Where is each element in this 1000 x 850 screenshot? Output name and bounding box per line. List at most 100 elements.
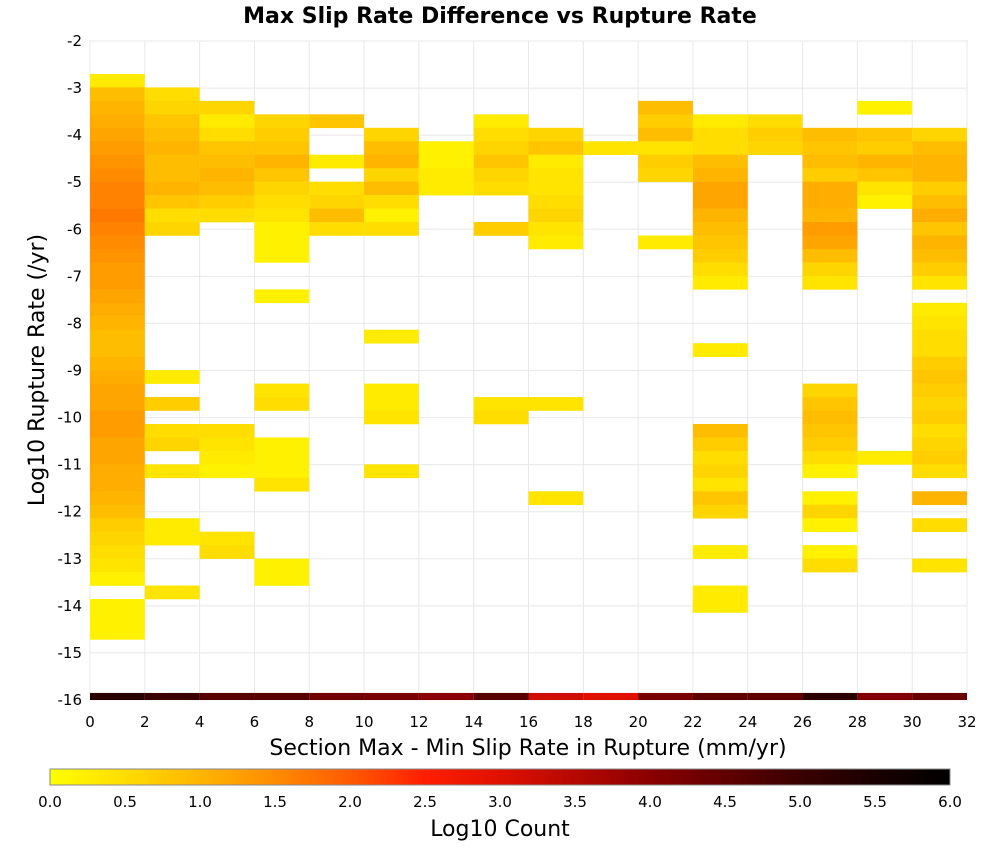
- y-tick-label: -15: [58, 644, 83, 662]
- x-tick-label: 22: [683, 713, 702, 731]
- heatmap-cell: [90, 397, 145, 411]
- heatmap-cell: [90, 195, 145, 209]
- y-axis-label: Log10 Rupture Rate (/yr): [25, 234, 50, 506]
- heatmap-cell: [912, 275, 967, 290]
- x-tick-label: 30: [903, 713, 922, 731]
- heatmap-cell: [692, 450, 748, 465]
- heatmap-cell: [473, 127, 529, 142]
- heatmap-cell: [802, 491, 858, 506]
- heatmap-cell: [912, 248, 967, 263]
- heatmap-cell: [144, 531, 200, 546]
- colorbar-label: Log10 Count: [430, 817, 570, 842]
- heatmap-cell: [802, 397, 858, 411]
- heatmap-cell: [747, 141, 803, 156]
- bottom-row-cell: [857, 692, 913, 700]
- heatmap-cell: [90, 558, 145, 573]
- heatmap-cell: [912, 343, 967, 357]
- heatmap-cell: [802, 262, 858, 277]
- heatmap-cell: [144, 127, 200, 142]
- heatmap-cell: [418, 181, 474, 196]
- heatmap-cell: [90, 343, 145, 357]
- bottom-row-cell: [364, 692, 419, 700]
- heatmap-cell: [90, 450, 145, 465]
- heatmap-cell: [912, 181, 967, 196]
- heatmap-cell: [528, 154, 584, 169]
- heatmap-cell: [90, 73, 145, 88]
- heatmap-cell: [254, 572, 310, 586]
- heatmap-cell: [364, 222, 419, 236]
- heatmap-cell: [857, 127, 913, 142]
- heatmap-cell: [199, 545, 255, 559]
- heatmap-cell: [692, 504, 748, 519]
- x-tick-label: 28: [848, 713, 867, 731]
- bottom-row-cell: [583, 692, 639, 700]
- heatmap-cell: [418, 141, 474, 156]
- heatmap-cell: [638, 235, 693, 250]
- colorbar-tick-label: 1.0: [188, 793, 212, 811]
- heatmap-cell: [144, 585, 200, 600]
- heatmap-cell: [254, 450, 310, 465]
- x-tick-label: 2: [140, 713, 150, 731]
- heatmap-cell: [90, 316, 145, 331]
- x-tick-label: 0: [85, 713, 95, 731]
- heatmap-cell: [144, 464, 200, 479]
- heatmap-cell: [90, 87, 145, 102]
- heatmap-cell: [912, 208, 967, 223]
- bottom-row-cell: [802, 692, 858, 700]
- heatmap-cell: [254, 437, 310, 452]
- heatmap-cell: [144, 195, 200, 209]
- heatmap-cell: [857, 100, 913, 115]
- heatmap-cell: [254, 383, 310, 398]
- heatmap-cell: [912, 423, 967, 438]
- heatmap-cell: [309, 181, 365, 196]
- heatmap-cell: [912, 558, 967, 573]
- heatmap-cell: [802, 181, 858, 196]
- heatmap-cell: [144, 87, 200, 102]
- heatmap-cell: [90, 464, 145, 479]
- heatmap-cell: [309, 154, 365, 169]
- heatmap-cell: [692, 423, 748, 438]
- heatmap-cell: [583, 141, 639, 156]
- heatmap-cell: [90, 531, 145, 546]
- colorbar-tick-label: 2.0: [338, 793, 362, 811]
- heatmap-cell: [802, 423, 858, 438]
- heatmap-cell: [912, 262, 967, 277]
- heatmap-cell: [638, 168, 693, 182]
- heatmap-cell: [144, 370, 200, 384]
- heatmap-cell: [199, 464, 255, 479]
- heatmap-cell: [90, 518, 145, 532]
- heatmap-cell: [254, 289, 310, 304]
- heatmap-cell: [912, 316, 967, 331]
- heatmap-cell: [144, 154, 200, 169]
- heatmap-cell: [912, 450, 967, 465]
- colorbar-tick-label: 6.0: [938, 793, 962, 811]
- heatmap-cell: [199, 181, 255, 196]
- heatmap-cell: [90, 127, 145, 142]
- x-tick-label: 20: [629, 713, 648, 731]
- y-tick-labels: -16 -15 -14 -13 -12 -11 -10 -9 -8 -7 -6 -5 -4 -3 -2: [58, 32, 83, 709]
- heatmap-cell: [528, 235, 584, 250]
- heatmap-cell: [364, 195, 419, 209]
- heatmap-cell: [364, 397, 419, 411]
- heatmap-cell: [692, 598, 748, 613]
- heatmap-cell: [199, 195, 255, 209]
- heatmap-cell: [144, 397, 200, 411]
- heatmap-cell: [90, 437, 145, 452]
- heatmap-cell: [254, 222, 310, 236]
- heatmap-cell: [199, 168, 255, 182]
- heatmap-cell: [90, 491, 145, 506]
- heatmap-cell: [90, 598, 145, 613]
- heatmap-cell: [528, 491, 584, 506]
- colorbar-tick-label: 2.5: [413, 793, 437, 811]
- heatmap-cell: [473, 410, 529, 425]
- heatmap-cell: [692, 477, 748, 492]
- heatmap-cell: [857, 154, 913, 169]
- heatmap-cell: [692, 545, 748, 559]
- heatmap-cell: [309, 208, 365, 223]
- heatmap-cell: [144, 222, 200, 236]
- y-tick-label: -5: [67, 173, 82, 191]
- colorbar-tick-label: 1.5: [263, 793, 287, 811]
- heatmap-cell: [857, 141, 913, 156]
- heatmap-cell: [912, 518, 967, 532]
- heatmap-cell: [309, 195, 365, 209]
